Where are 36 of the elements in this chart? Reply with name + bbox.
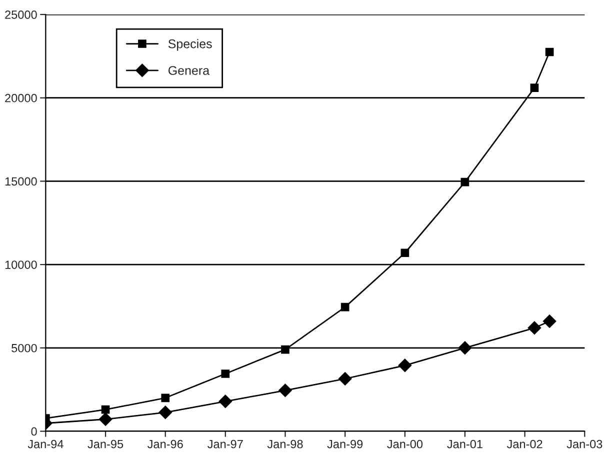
y-tick-label: 15000 xyxy=(5,177,37,186)
x-tick-label: Jan-02 xyxy=(506,440,542,448)
y-tick-label: 25000 xyxy=(5,10,37,19)
point xyxy=(218,394,232,408)
x-tick-label: Jan-03 xyxy=(566,440,602,448)
x-tick-label: Jan-95 xyxy=(88,440,124,448)
x-tick-label: Jan-00 xyxy=(387,440,423,448)
point xyxy=(221,370,230,378)
point xyxy=(528,321,542,334)
point xyxy=(530,84,539,92)
point xyxy=(460,178,470,186)
point xyxy=(278,384,292,397)
point xyxy=(458,341,472,354)
point xyxy=(340,302,350,312)
x-tick-label: Jan-97 xyxy=(208,440,243,448)
x-tick-label: Jan-96 xyxy=(148,440,183,448)
x-tick-label: Jan-98 xyxy=(267,440,303,448)
point xyxy=(338,372,352,386)
point xyxy=(398,358,412,372)
x-tick-label: Jan-01 xyxy=(447,440,482,448)
point xyxy=(400,248,410,258)
point xyxy=(101,405,110,414)
point xyxy=(281,345,290,354)
y-tick-label: 0 xyxy=(31,427,37,436)
y-tick-label: 5000 xyxy=(12,344,37,352)
y-tick-label: 20000 xyxy=(5,94,37,102)
legend-label: Species xyxy=(168,39,212,51)
point xyxy=(161,394,170,402)
y-tick-label: 10000 xyxy=(5,260,37,269)
point xyxy=(158,406,172,420)
point xyxy=(542,314,556,328)
point xyxy=(545,48,554,56)
x-tick-label: Jan-94 xyxy=(28,440,64,448)
x-tick-label: Jan-99 xyxy=(327,440,363,448)
legend-label: Genera xyxy=(168,66,210,75)
point xyxy=(98,412,112,426)
